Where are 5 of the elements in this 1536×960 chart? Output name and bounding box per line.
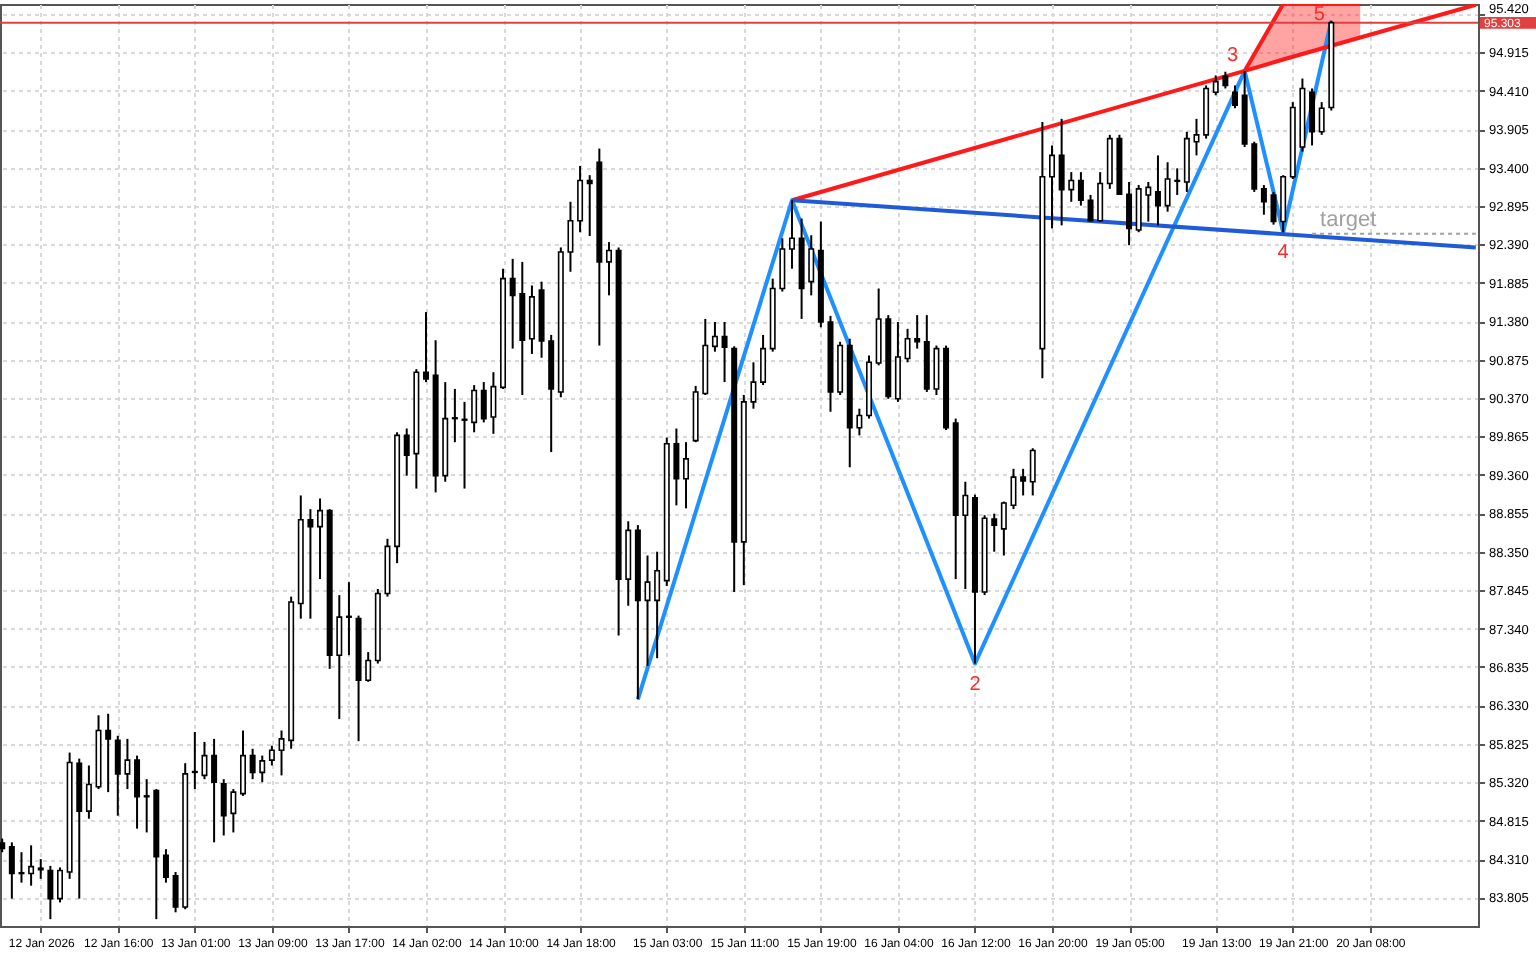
annotation: 5	[1313, 4, 1326, 26]
annotation: 4	[1277, 242, 1290, 265]
annotation: 2	[969, 673, 982, 696]
annotation: 3	[1227, 44, 1240, 67]
series-label: target	[1320, 207, 1377, 232]
